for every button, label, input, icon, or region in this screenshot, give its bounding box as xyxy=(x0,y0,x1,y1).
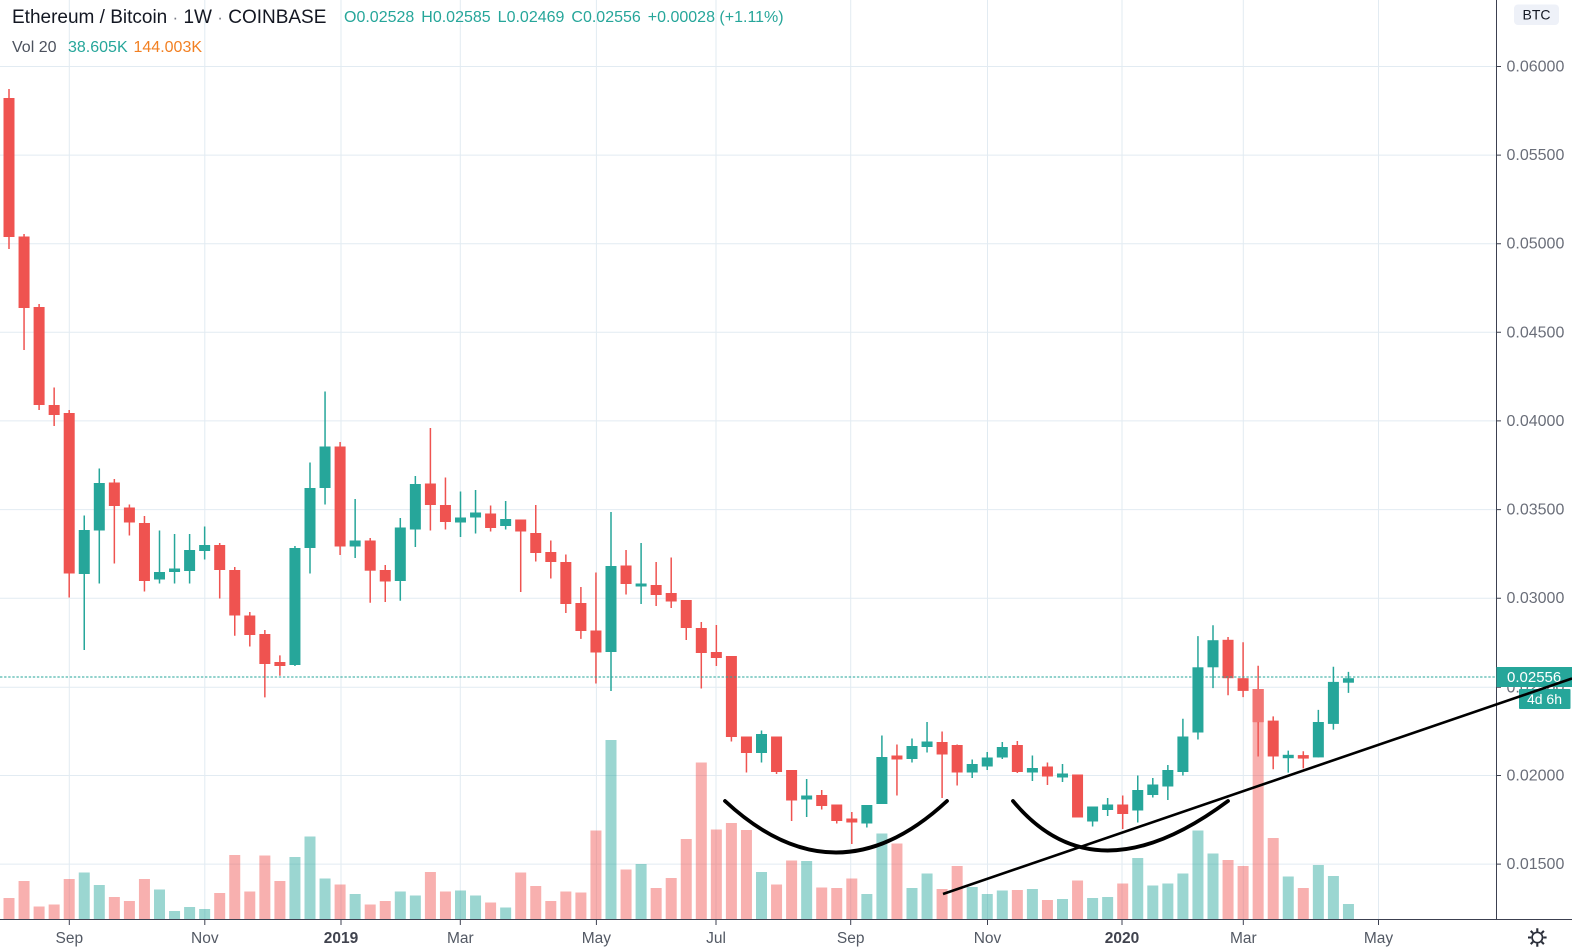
svg-text:May: May xyxy=(1364,930,1394,947)
svg-text:Mar: Mar xyxy=(447,930,474,947)
svg-text:0.02000: 0.02000 xyxy=(1507,768,1565,785)
svg-text:Sep: Sep xyxy=(56,930,84,947)
svg-text:May: May xyxy=(582,930,612,947)
svg-text:0.02556: 0.02556 xyxy=(1507,669,1561,686)
svg-text:2020: 2020 xyxy=(1105,930,1139,947)
svg-text:0.03000: 0.03000 xyxy=(1507,590,1565,607)
svg-text:0.05000: 0.05000 xyxy=(1507,236,1565,253)
svg-text:Nov: Nov xyxy=(974,930,1002,947)
svg-text:Mar: Mar xyxy=(1230,930,1257,947)
svg-text:Nov: Nov xyxy=(191,930,219,947)
svg-text:Sep: Sep xyxy=(837,930,865,947)
svg-text:4d 6h: 4d 6h xyxy=(1527,691,1562,707)
svg-text:0.04000: 0.04000 xyxy=(1507,413,1565,430)
svg-text:2019: 2019 xyxy=(324,930,359,947)
svg-text:0.04500: 0.04500 xyxy=(1507,324,1565,341)
svg-text:0.03500: 0.03500 xyxy=(1507,502,1565,519)
svg-text:0.05500: 0.05500 xyxy=(1507,147,1565,164)
svg-text:Jul: Jul xyxy=(706,930,726,947)
svg-text:BTC: BTC xyxy=(1523,7,1551,23)
svg-text:0.01500: 0.01500 xyxy=(1507,856,1565,873)
svg-text:0.06000: 0.06000 xyxy=(1507,59,1565,76)
